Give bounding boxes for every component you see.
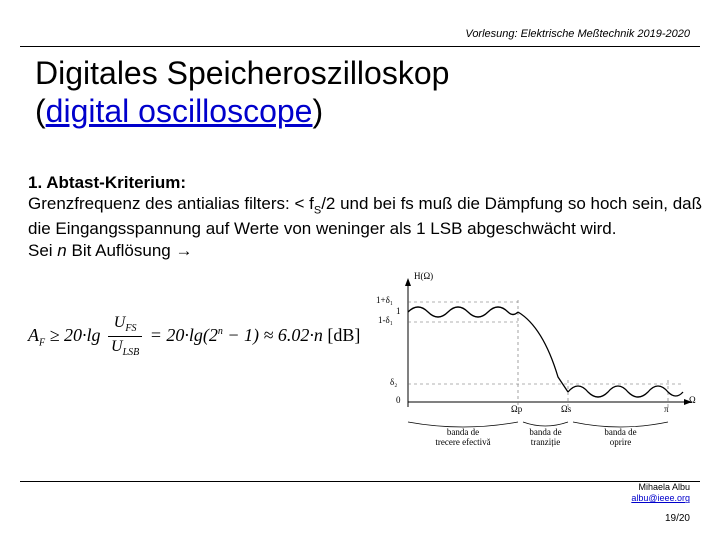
frac-den-u: U [111,338,123,355]
diag-xaxis-label: Ω [689,396,696,406]
formula-ge: ≥ 20·lg [45,325,105,345]
diagram-svg [368,272,701,442]
diag-ytick-0: 0 [396,396,401,406]
filter-response-diagram: H(Ω) 1+δ₁ 1 1-δ₁ δ₂ 0 Ωp Ωs π Ω banda de… [368,272,701,442]
body-content: 1. Abtast-Kriterium: Grenzfrequenz des a… [28,172,712,261]
diag-r3-l2: oprire [610,437,632,447]
diag-ytick-1pd: 1+δ₁ [376,296,393,306]
formula-fraction: UFS ULSB [108,315,142,358]
footer-divider [20,481,700,482]
diag-ylabel: H(Ω) [414,272,433,282]
diag-xtick-pi: π [664,405,669,415]
body-line2b: Bit Auflösung → [67,241,193,260]
formula-eq: = 20·lg(2 [145,325,218,345]
diag-xtick-ws: Ωs [561,405,571,415]
point-label: 1. Abtast-Kriterium: [28,173,186,192]
diag-ytick-1: 1 [396,307,401,317]
header-course: Vorlesung: Elektrische Meßtechnik 2019-2… [465,28,690,40]
subtitle-open: ( [35,93,46,129]
frac-num-u: U [114,314,126,331]
diag-ytick-d2: δ₂ [390,378,397,388]
author-name: Mihaela Albu [638,482,690,492]
author-email-link[interactable]: albu@ieee.org [631,493,690,503]
diag-region3: banda deoprire [593,428,648,448]
body-line2a: Sei [28,241,57,260]
diag-r2-l2: tranziție [531,437,560,447]
formula: AF ≥ 20·lg UFS ULSB = 20·lg(2n − 1) ≈ 6.… [28,315,360,358]
diag-region1: banda detrecere efectivă [423,428,503,448]
diag-r1-l1: banda de [447,427,479,437]
frac-den-sub: LSB [123,347,140,358]
diag-region2: banda detranziție [518,428,573,448]
frac-num-sub: FS [125,323,136,334]
formula-n2: n [314,325,323,345]
footer-pagenum: 19/20 [665,513,690,524]
title-line1: Digitales Speicheroszilloskop [35,55,449,91]
body-n: n [57,241,66,260]
formula-minus1: − 1) ≈ 6.02· [223,325,314,345]
subtitle-link[interactable]: digital oscilloscope [46,93,313,129]
diag-r1-l2: trecere efectivă [435,437,490,447]
diag-r2-l1: banda de [529,427,561,437]
formula-units: [dB] [323,325,361,345]
formula-A: A [28,325,39,345]
footer-author: Mihaela Albu albu@ieee.org [631,482,690,504]
subtitle-close: ) [312,93,323,129]
page-title: Digitales Speicheroszilloskop (digital o… [35,54,449,131]
header-divider [20,46,700,47]
diag-ytick-1md: 1-δ₁ [378,316,393,326]
diag-r3-l1: banda de [604,427,636,437]
diag-xtick-wp: Ωp [511,405,522,415]
body-line1a: Grenzfrequenz des antialias filters: < f [28,194,314,213]
